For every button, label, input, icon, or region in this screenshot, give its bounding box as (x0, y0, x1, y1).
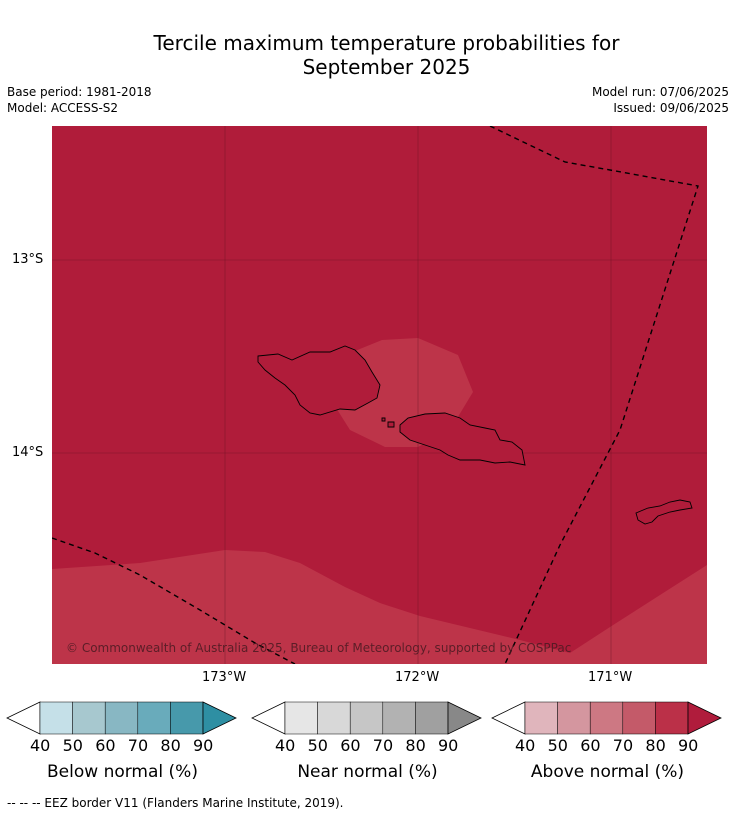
colorbar-below-normal-title: Below normal (%) (47, 762, 198, 782)
eez-border (52, 126, 699, 664)
colorbar-near-normal-segment (317, 701, 351, 735)
colorbar-below-normal-segment (72, 701, 106, 735)
colorbar-above-normal-title: Above normal (%) (530, 762, 685, 782)
apolima-island (381, 417, 386, 422)
colorbar-below-normal-tick: 70 (127, 736, 149, 755)
colorbar-above-normal-tick: 50 (547, 736, 568, 755)
colorbar-below-normal-tick: 60 (95, 736, 116, 755)
colorbar-near-normal-tick: 40 (275, 736, 296, 755)
colorbar-below-normal-tick: 80 (160, 736, 181, 755)
colorbar-above-normal-tick: 60 (580, 736, 601, 755)
colorbar-above-normal (491, 701, 722, 735)
lighter-probability-region-south (52, 550, 707, 664)
colorbar-below-normal-segment (39, 701, 73, 735)
colorbar-near-normal-tick: 60 (340, 736, 361, 755)
map-area (52, 126, 707, 664)
copyright-note: © Commonwealth of Australia 2025, Bureau… (66, 641, 572, 655)
title-line-2: September 2025 (302, 55, 471, 79)
colorbar-below-normal-segment (137, 701, 171, 735)
model-name: Model: ACCESS-S2 (7, 101, 119, 115)
colorbar-near-normal (251, 701, 482, 735)
colorbar-above-normal-low-extension (491, 701, 526, 735)
issued-date: Issued: 09/06/2025 (613, 101, 729, 115)
colorbar-near-normal-tick: 70 (372, 736, 394, 755)
colorbar-near-normal-segment (349, 701, 384, 735)
meta-left: Base period: 1981-2018 Model: ACCESS-S2 (7, 84, 152, 116)
lat-label-13s: 13°S (12, 252, 44, 267)
islands (257, 345, 693, 525)
colorbar-above-normal-tick: 80 (645, 736, 666, 755)
savaii-island (257, 345, 381, 416)
colorbar-above-normal-tick: 40 (515, 736, 536, 755)
colorbar-near-normal-tick: 90 (438, 736, 459, 755)
gridlines (52, 126, 707, 664)
meta-right: Model run: 07/06/2025 Issued: 09/06/2025 (592, 84, 729, 116)
colorbar-above-normal-tick: 70 (612, 736, 634, 755)
colorbar-below-normal-high-extension (202, 701, 237, 735)
colorbar-near-normal-high-extension (447, 701, 482, 735)
colorbar-below-normal-tick: 50 (62, 736, 83, 755)
colorbar-below-normal-segment (104, 701, 139, 735)
lat-label-14s: 14°S (12, 445, 44, 460)
upolu-island (399, 412, 526, 466)
colorbar-below-normal-tick: 40 (30, 736, 51, 755)
colorbar-near-normal-segment (382, 701, 416, 735)
colorbar-below-normal-segment (170, 701, 204, 735)
lon-label-172w: 172°W (395, 670, 440, 685)
colorbar-above-normal-segment (557, 701, 591, 735)
colorbar-below-normal (6, 701, 237, 735)
colorbar-below-normal-tick: 90 (193, 736, 214, 755)
colorbar-near-normal-tick: 80 (405, 736, 426, 755)
colorbar-below-normal-low-extension (6, 701, 41, 735)
colorbar-above-normal-high-extension (687, 701, 722, 735)
footer-note: -- -- -- EEZ border V11 (Flanders Marine… (7, 796, 344, 810)
tutuila-island (635, 499, 693, 525)
colorbar-near-normal-segment (284, 701, 318, 735)
colorbar-near-normal-tick: 50 (307, 736, 328, 755)
base-period: Base period: 1981-2018 (7, 85, 152, 99)
manono-island (387, 421, 395, 428)
colorbar-above-normal-segment (622, 701, 656, 735)
map-title: Tercile maximum temperature probabilitie… (0, 31, 736, 79)
colorbar-near-normal-low-extension (251, 701, 286, 735)
colorbar-near-normal-title: Near normal (%) (297, 762, 438, 782)
colorbar-above-normal-segment (524, 701, 558, 735)
colorbar-near-normal-segment (415, 701, 449, 735)
colorbar-above-normal-tick: 90 (678, 736, 699, 755)
lon-label-173w: 173°W (202, 670, 247, 685)
model-run: Model run: 07/06/2025 (591, 85, 729, 99)
title-line-1: Tercile maximum temperature probabilitie… (153, 31, 620, 55)
lon-label-171w: 171°W (588, 670, 633, 685)
colorbar-above-normal-segment (655, 701, 689, 735)
colorbar-above-normal-segment (589, 701, 624, 735)
